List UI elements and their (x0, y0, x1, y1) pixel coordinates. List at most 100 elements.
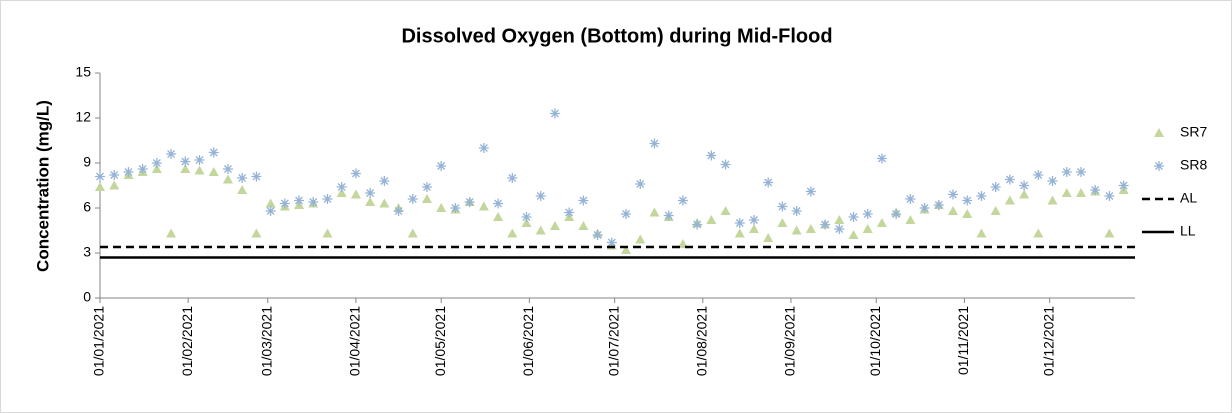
sr-point (677, 195, 688, 206)
sr-point (180, 164, 191, 173)
y-tick-label: 0 (83, 289, 91, 305)
sr-point (549, 108, 560, 119)
sr-point (1004, 174, 1015, 185)
y-tick-label: 12 (75, 109, 91, 125)
sr-point (777, 201, 788, 212)
sr-point (692, 219, 703, 230)
sr-point (720, 206, 731, 215)
sr-point (535, 225, 546, 235)
sr-point (1047, 176, 1058, 186)
sr-point (1154, 128, 1164, 137)
y-tick-label: 6 (83, 199, 91, 215)
sr-point (1033, 170, 1044, 180)
sr-point (166, 228, 177, 238)
x-tick-label: 01/01/2021 (91, 306, 107, 376)
sr-point (109, 170, 120, 180)
sr-point (734, 228, 745, 238)
sr-point (208, 167, 219, 176)
sr-point (919, 203, 930, 213)
sr-point (350, 168, 361, 179)
x-tick-label: 01/08/2021 (694, 306, 710, 376)
sr-point (535, 191, 546, 201)
sr-point (905, 215, 916, 224)
sr-point (237, 173, 248, 183)
sr-point (706, 215, 717, 224)
sr-point (95, 171, 105, 182)
sr-point (876, 153, 887, 164)
sr-point (1047, 195, 1058, 205)
sr-point (407, 194, 418, 204)
sr-point (208, 147, 219, 158)
sr-point (265, 206, 276, 216)
x-tick-label: 01/05/2021 (432, 306, 448, 376)
sr-point (1104, 191, 1115, 201)
sr-point (962, 209, 973, 218)
sr-point (777, 218, 788, 227)
sr-point (95, 182, 105, 191)
sr-point (1061, 188, 1072, 197)
y-tick-label: 9 (83, 154, 91, 170)
x-tick-label: 01/10/2021 (867, 306, 883, 376)
sr-point (322, 194, 333, 204)
sr-point (1090, 185, 1101, 195)
sr-point (308, 197, 319, 207)
sr-point (478, 201, 489, 211)
sr-point (748, 215, 759, 225)
legend-label: LL (1180, 223, 1196, 239)
sr-point (763, 233, 774, 242)
x-tick-label: 01/11/2021 (955, 306, 971, 375)
sr-point (194, 155, 205, 165)
sr-point (748, 224, 759, 233)
sr-point (763, 177, 774, 188)
sr-point (720, 159, 731, 170)
sr-point (436, 161, 447, 171)
x-tick-label: 01/12/2021 (1040, 306, 1056, 376)
sr-point (521, 212, 532, 222)
sr-point (649, 138, 660, 149)
sr-point (1033, 228, 1044, 238)
sr-point (621, 245, 632, 254)
sr-point (137, 164, 148, 174)
sr-point (990, 206, 1001, 215)
sr-point (805, 224, 816, 233)
sr-point (109, 180, 120, 190)
sr-point (933, 200, 944, 210)
sr-point (976, 228, 987, 238)
sr-point (407, 228, 418, 238)
sr-point (450, 203, 461, 213)
sr-point (521, 218, 532, 227)
sr-point (265, 198, 276, 208)
y-axis-label: Concentration (mg/L) (33, 100, 52, 272)
sr-point (294, 195, 305, 206)
sr-point (635, 179, 646, 189)
sr-point (251, 228, 262, 238)
sr-point (948, 189, 959, 200)
sr-point (962, 195, 973, 206)
sr-point (393, 206, 404, 216)
sr-point (1075, 188, 1086, 197)
legend-label: SR8 (1180, 157, 1207, 173)
sr-point (820, 219, 831, 230)
legend-label: SR7 (1180, 124, 1207, 140)
sr-point (237, 185, 248, 194)
x-tick-label: 01/04/2021 (347, 306, 363, 376)
sr-point (336, 188, 347, 197)
sr-point (578, 221, 589, 230)
sr-point (592, 230, 603, 240)
sr-point (478, 143, 489, 153)
sr-point (834, 215, 845, 224)
sr-point (734, 218, 745, 228)
sr-point (834, 224, 845, 234)
sr-point (350, 189, 361, 199)
sr-point (1019, 189, 1030, 199)
x-tick-label: 01/07/2021 (605, 306, 621, 376)
sr-point (635, 234, 646, 244)
sr-point (663, 210, 674, 221)
sr-point (379, 176, 390, 186)
sr-point (848, 212, 859, 222)
sr-point (336, 182, 347, 192)
sr-point (222, 164, 233, 174)
sr-point (1118, 180, 1129, 191)
sr-point (493, 212, 504, 221)
